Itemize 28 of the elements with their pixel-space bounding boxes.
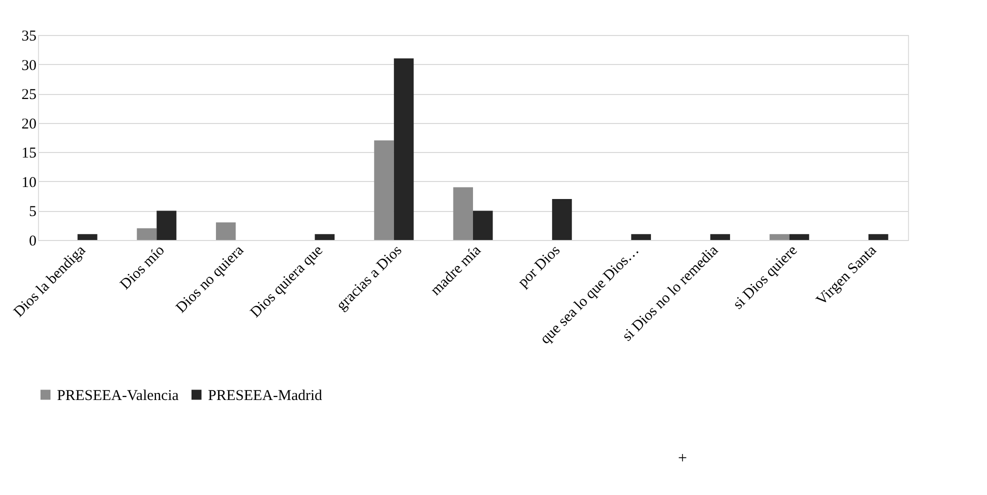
bar <box>78 234 98 240</box>
bar <box>453 187 473 240</box>
bar <box>136 228 157 240</box>
bar <box>314 234 335 240</box>
y-tick-label: 0 <box>29 234 36 250</box>
bar <box>473 210 493 240</box>
bar <box>552 199 572 240</box>
y-tick-label: 5 <box>29 204 36 220</box>
bar <box>394 58 414 240</box>
bar <box>216 222 236 240</box>
y-tick-label: 35 <box>22 28 36 44</box>
text: + <box>678 450 688 467</box>
bar <box>156 210 176 240</box>
x-tick-label: Dios mío <box>117 242 168 294</box>
x-tick-label: por Dios <box>515 242 564 291</box>
legend-label: PRESEEA-Valencia <box>57 388 179 404</box>
y-tick-label: 30 <box>22 58 36 74</box>
y-tick-label: 20 <box>22 116 36 132</box>
bar <box>770 234 790 240</box>
bar <box>710 234 730 240</box>
y-tick-label: 10 <box>22 174 36 191</box>
legend-label: PRESEEA-Madrid <box>208 388 323 404</box>
bar <box>631 234 651 240</box>
bar <box>868 234 888 240</box>
y-tick-label: 15 <box>22 146 36 162</box>
y-tick-label: 25 <box>22 87 36 104</box>
bar <box>374 140 394 240</box>
bar <box>789 234 810 240</box>
